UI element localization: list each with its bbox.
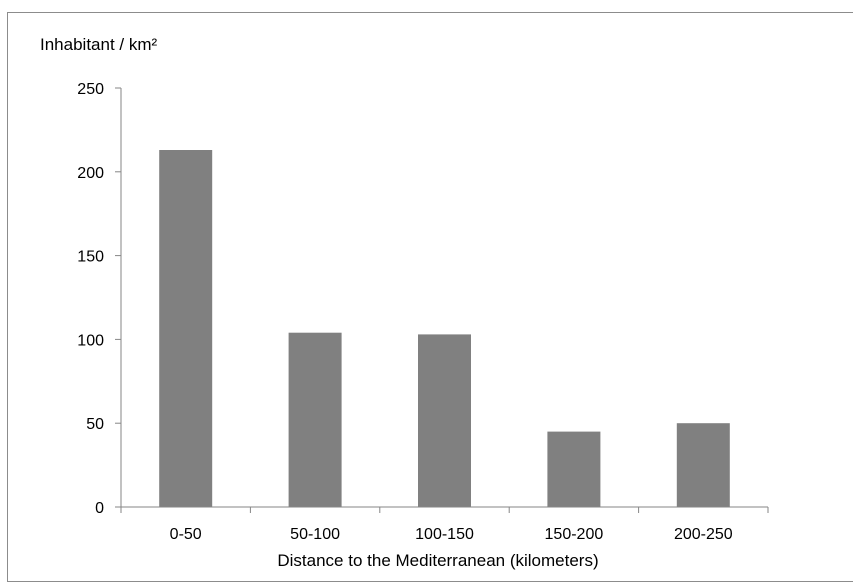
bar-150-200: [547, 431, 601, 507]
x-tick-label-50-100: 50-100: [290, 526, 340, 543]
bar-100-150: [418, 334, 471, 507]
y-tick-label-250: 250: [77, 81, 104, 98]
x-tick-label-150-200: 150-200: [545, 526, 604, 543]
x-tick-label-100-150: 100-150: [415, 526, 474, 543]
bar-0-50: [159, 150, 213, 507]
y-tick-label-200: 200: [77, 165, 104, 182]
y-tick-label-50: 50: [86, 416, 104, 433]
x-axis: 0-50 50-100 100-150 150-200 200-250: [120, 506, 769, 543]
x-tick-label-200-250: 200-250: [674, 526, 733, 543]
bars-group: [159, 150, 730, 507]
y-tick-label-0: 0: [95, 500, 104, 517]
bar-50-100: [288, 332, 342, 507]
x-tick-label-0-50: 0-50: [170, 526, 202, 543]
y-tick-label-100: 100: [77, 332, 104, 349]
y-axis: 0 50 100 150 200 250: [77, 81, 122, 517]
y-axis-title: Inhabitant / km²: [40, 35, 158, 54]
bar-200-250: [676, 423, 730, 507]
y-tick-label-150: 150: [77, 249, 104, 266]
x-axis-title: Distance to the Mediterranean (kilometer…: [277, 551, 598, 570]
